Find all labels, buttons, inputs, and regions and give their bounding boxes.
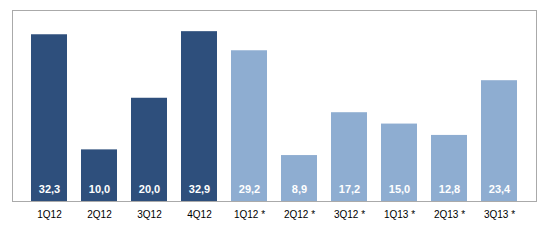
svg-text:1Q12: 1Q12 (37, 209, 62, 220)
svg-text:2Q12 *: 2Q12 * (284, 209, 315, 220)
svg-text:29,2: 29,2 (239, 183, 260, 195)
svg-text:3Q12 *: 3Q12 * (334, 209, 365, 220)
svg-text:15,0: 15,0 (389, 183, 410, 195)
svg-text:20,0: 20,0 (139, 183, 160, 195)
svg-text:2Q12: 2Q12 (87, 209, 112, 220)
svg-text:2Q13 *: 2Q13 * (434, 209, 465, 220)
svg-text:8,9: 8,9 (292, 183, 307, 195)
svg-text:1Q13 *: 1Q13 * (384, 209, 415, 220)
svg-text:3Q13 *: 3Q13 * (484, 209, 515, 220)
svg-text:12,8: 12,8 (439, 183, 460, 195)
svg-text:3Q12: 3Q12 (137, 209, 162, 220)
svg-text:23,4: 23,4 (489, 183, 511, 195)
svg-text:17,2: 17,2 (339, 183, 360, 195)
svg-text:32,9: 32,9 (189, 183, 210, 195)
svg-text:4Q12: 4Q12 (187, 209, 212, 220)
svg-text:32,3: 32,3 (39, 183, 60, 195)
svg-text:10,0: 10,0 (89, 183, 110, 195)
svg-text:1Q12 *: 1Q12 * (234, 209, 265, 220)
